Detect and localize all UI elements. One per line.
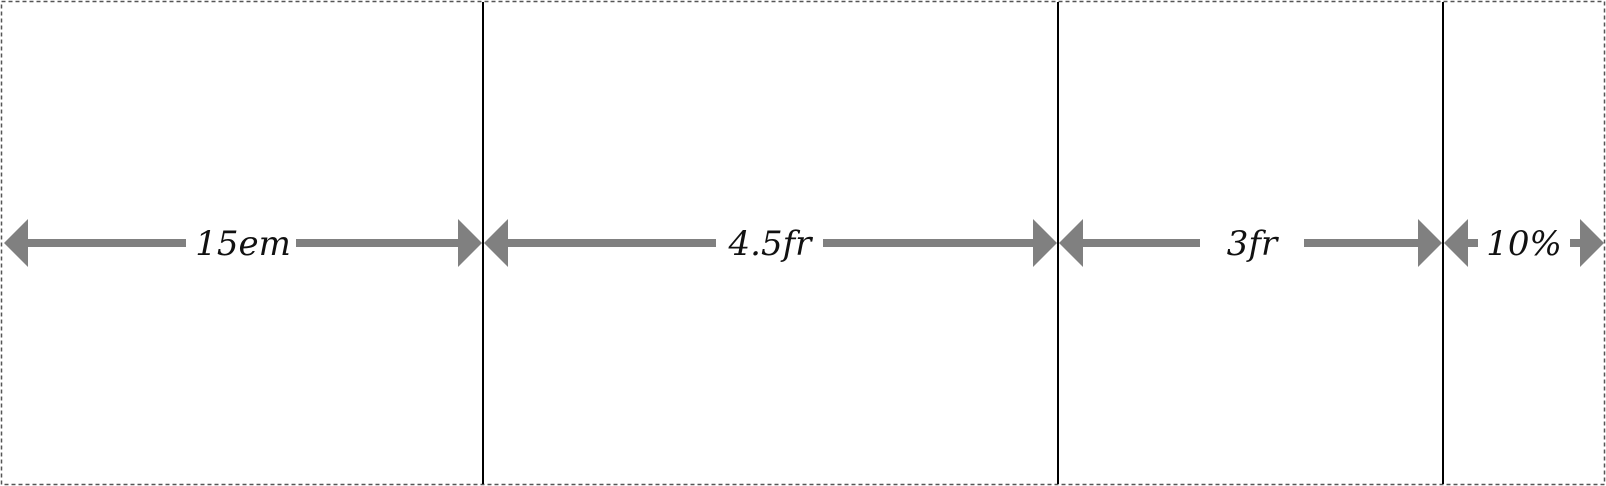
right-arrowhead-icon — [458, 219, 482, 267]
right-arrowhead-icon — [1580, 219, 1604, 267]
right-arrowhead-icon — [1033, 219, 1057, 267]
left-arrowhead-icon — [4, 219, 28, 267]
track-label-2: 4.5fr — [728, 224, 814, 264]
track-3-dimension: 3fr — [1059, 219, 1442, 267]
left-arrowhead-icon — [484, 219, 508, 267]
track-4-dimension: 10% — [1444, 219, 1604, 267]
track-2-dimension: 4.5fr — [484, 219, 1057, 267]
left-arrowhead-icon — [1059, 219, 1083, 267]
right-arrowhead-icon — [1418, 219, 1442, 267]
track-label-4: 10% — [1486, 224, 1562, 264]
track-label-1: 15em — [195, 224, 291, 264]
track-1-dimension: 15em — [4, 219, 482, 267]
left-arrowhead-icon — [1444, 219, 1468, 267]
track-label-3: 3fr — [1227, 224, 1279, 264]
